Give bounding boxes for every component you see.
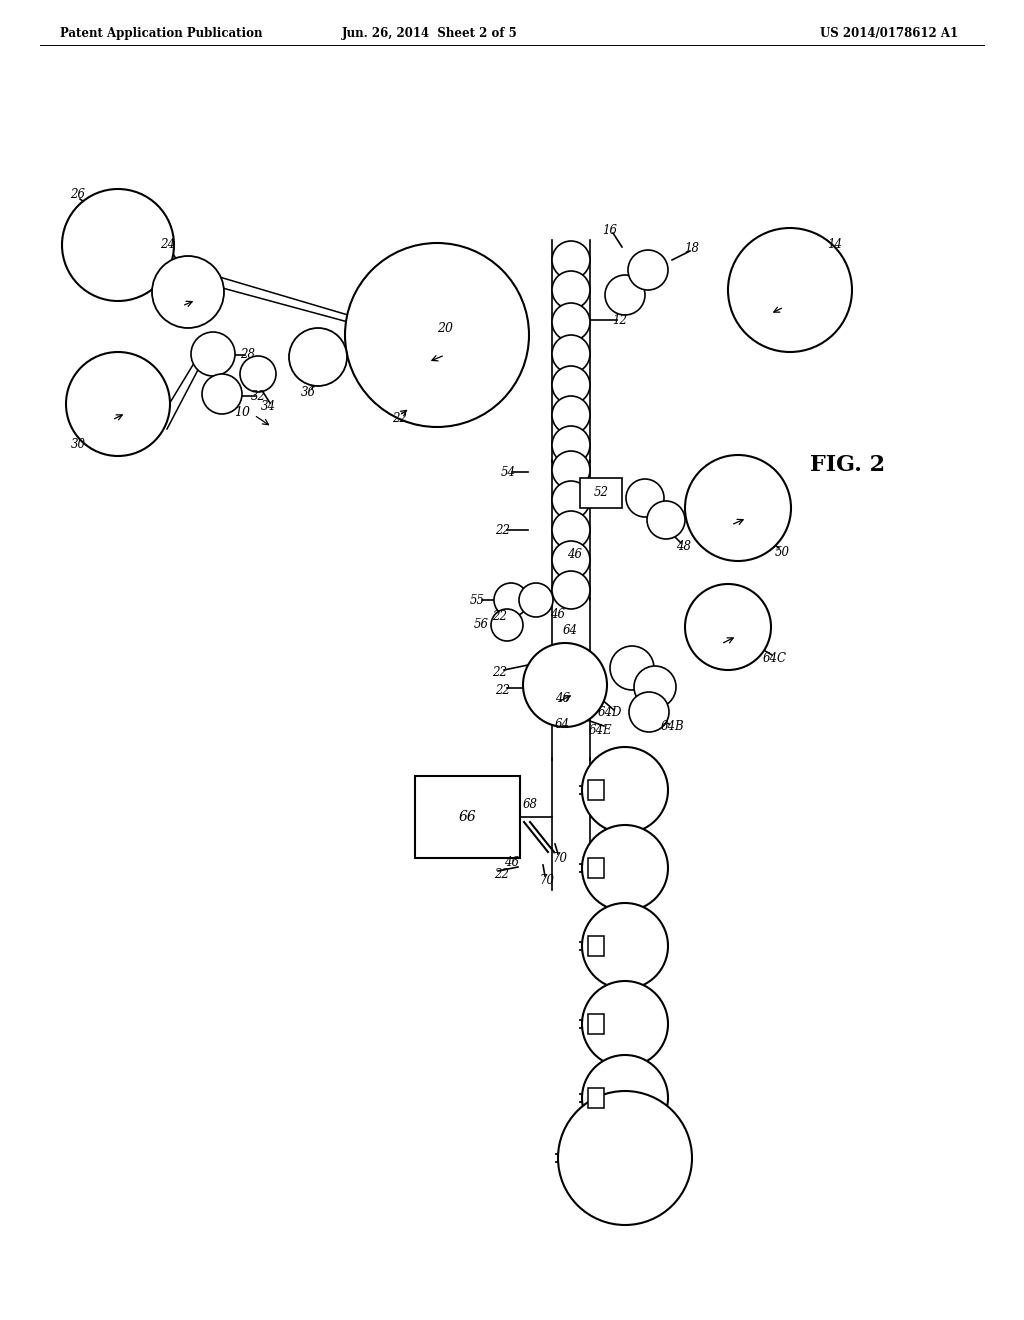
Circle shape (289, 327, 347, 385)
Circle shape (634, 667, 676, 708)
Circle shape (240, 356, 276, 392)
Text: 22: 22 (493, 610, 508, 623)
Circle shape (629, 692, 669, 733)
Text: 18: 18 (684, 242, 699, 255)
Text: 54: 54 (501, 466, 515, 479)
Text: Patent Application Publication: Patent Application Publication (60, 26, 262, 40)
Circle shape (626, 479, 664, 517)
Circle shape (62, 189, 174, 301)
Text: US 2014/0178612 A1: US 2014/0178612 A1 (820, 26, 958, 40)
Circle shape (552, 426, 590, 465)
Text: 22: 22 (496, 684, 511, 697)
Text: 66: 66 (458, 810, 476, 824)
Circle shape (552, 366, 590, 404)
Circle shape (552, 304, 590, 341)
Text: 30: 30 (71, 437, 85, 450)
Circle shape (202, 374, 242, 414)
Circle shape (552, 541, 590, 579)
Text: 32: 32 (251, 389, 265, 403)
Text: 10: 10 (234, 407, 250, 420)
Circle shape (66, 352, 170, 455)
Text: 46: 46 (555, 692, 570, 705)
Text: 64: 64 (555, 718, 569, 731)
Text: 64B: 64B (660, 721, 684, 734)
Circle shape (552, 271, 590, 309)
Bar (588, 780, 604, 800)
Text: 52: 52 (594, 487, 608, 499)
Text: 70: 70 (540, 874, 555, 887)
Circle shape (345, 243, 529, 426)
Text: 55: 55 (469, 594, 484, 606)
Text: 24: 24 (161, 239, 175, 252)
Circle shape (685, 455, 791, 561)
Circle shape (610, 645, 654, 690)
Text: 16: 16 (602, 223, 617, 236)
Circle shape (605, 275, 645, 315)
Text: 20: 20 (437, 322, 453, 334)
Text: 22: 22 (496, 524, 511, 536)
Bar (588, 858, 604, 878)
Circle shape (552, 396, 590, 434)
Circle shape (152, 256, 224, 327)
Circle shape (552, 451, 590, 488)
Circle shape (523, 643, 607, 727)
Circle shape (647, 502, 685, 539)
Text: 64C: 64C (763, 652, 787, 664)
Circle shape (191, 333, 234, 376)
Text: 26: 26 (71, 189, 85, 202)
Text: 46: 46 (567, 549, 583, 561)
Bar (588, 1014, 604, 1034)
Text: 46: 46 (551, 609, 565, 622)
Text: 12: 12 (612, 314, 628, 326)
Text: 64D: 64D (598, 705, 623, 718)
Circle shape (558, 1092, 692, 1225)
Text: 34: 34 (260, 400, 275, 412)
Circle shape (494, 583, 528, 616)
Text: 70: 70 (553, 851, 567, 865)
Circle shape (582, 1055, 668, 1140)
Circle shape (582, 903, 668, 989)
Circle shape (519, 583, 553, 616)
Circle shape (628, 249, 668, 290)
Text: 68: 68 (522, 799, 538, 812)
Text: 22: 22 (493, 665, 508, 678)
Text: 28: 28 (241, 348, 256, 362)
Bar (588, 936, 604, 956)
Circle shape (552, 242, 590, 279)
Circle shape (552, 511, 590, 549)
Circle shape (552, 335, 590, 374)
Text: 56: 56 (473, 619, 488, 631)
Text: Jun. 26, 2014  Sheet 2 of 5: Jun. 26, 2014 Sheet 2 of 5 (342, 26, 518, 40)
Circle shape (552, 572, 590, 609)
Circle shape (552, 480, 590, 519)
Text: 36: 36 (300, 385, 315, 399)
Text: 22: 22 (392, 412, 408, 425)
Circle shape (685, 583, 771, 671)
Text: 48: 48 (677, 540, 691, 553)
Bar (415, 776, 520, 858)
Circle shape (728, 228, 852, 352)
Bar (580, 478, 622, 508)
Circle shape (582, 747, 668, 833)
Text: FIG. 2: FIG. 2 (810, 454, 885, 477)
Circle shape (582, 825, 668, 911)
Text: 46: 46 (505, 855, 519, 869)
Text: 64: 64 (562, 623, 578, 636)
Circle shape (582, 981, 668, 1067)
Text: 50: 50 (774, 545, 790, 558)
Circle shape (490, 609, 523, 642)
Text: 22: 22 (495, 867, 510, 880)
Text: 14: 14 (827, 239, 843, 252)
Bar (588, 1088, 604, 1107)
Text: 64E: 64E (588, 723, 611, 737)
